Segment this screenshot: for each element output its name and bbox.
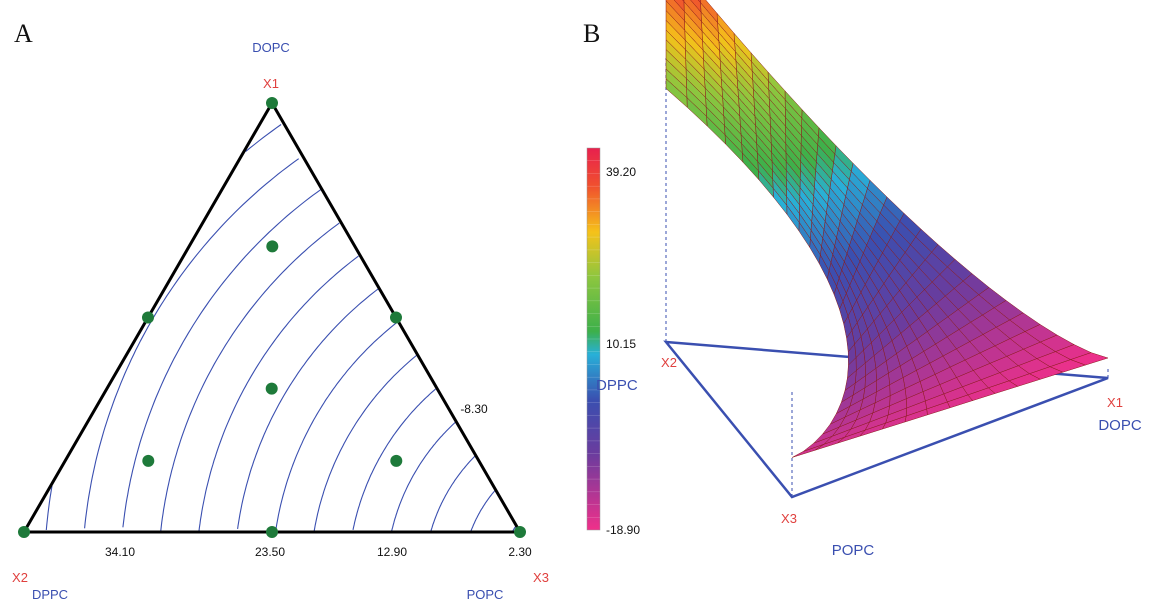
surface-cell <box>791 443 825 458</box>
design-point <box>390 311 402 324</box>
contour-line <box>470 489 496 532</box>
design-point <box>390 454 403 467</box>
surface-3d-plot: X2 X1 DOPC X3 POPC <box>661 0 1142 559</box>
contour-line <box>275 322 397 532</box>
contour-line <box>430 455 476 532</box>
colorbar: 39.20 10.15 -18.90 DPPC <box>586 147 640 537</box>
contour-line <box>198 255 359 532</box>
design-point <box>266 97 278 109</box>
contour-line <box>84 158 300 529</box>
design-point <box>266 526 278 538</box>
component-label-dppc: DPPC <box>32 587 68 602</box>
surface-axis-popc: POPC <box>832 542 875 559</box>
response-surface <box>665 0 1109 458</box>
surface-vertex-label-x1: X1 <box>1107 395 1123 410</box>
surface-axis-dopc: DOPC <box>1098 417 1142 434</box>
contour-line <box>313 354 418 531</box>
contour-line <box>391 421 456 532</box>
vertex-label-x1: X1 <box>263 76 279 91</box>
colorbar-tick-max: 39.20 <box>606 165 636 179</box>
vertex-label-x3: X3 <box>533 570 549 585</box>
design-point <box>265 382 278 395</box>
contour-line <box>45 124 282 531</box>
surface-vertex-label-x3: X3 <box>781 511 797 526</box>
surface-vertex-label-x2: X2 <box>661 355 677 370</box>
contour-lines <box>45 124 517 532</box>
contour-line <box>237 288 379 529</box>
ternary-contour-plot: X1 DOPC X2 DPPC X3 POPC 34.10 23.50 12.9… <box>12 40 549 602</box>
contour-label-3: 12.90 <box>377 545 407 559</box>
contour-label-4: 2.30 <box>508 545 532 559</box>
design-point <box>266 240 279 253</box>
component-label-popc: POPC <box>467 587 504 602</box>
contour-label-5: -8.30 <box>460 402 488 416</box>
surface-cell <box>665 78 688 108</box>
contour-line <box>122 189 322 528</box>
design-point <box>514 526 526 538</box>
ternary-triangle <box>21 100 523 534</box>
panel-letter-b: B <box>583 19 600 48</box>
contour-label-1: 34.10 <box>105 545 135 559</box>
colorbar-gradient <box>586 147 601 531</box>
contour-line <box>352 388 436 531</box>
vertex-label-x2: X2 <box>12 570 28 585</box>
contour-line <box>512 525 517 532</box>
design-point <box>142 454 155 467</box>
colorbar-bands <box>587 160 600 518</box>
colorbar-title: DPPC <box>596 377 638 394</box>
panel-letter-a: A <box>14 19 33 48</box>
design-point <box>18 526 30 538</box>
colorbar-tick-mid: 10.15 <box>606 337 636 351</box>
component-label-dopc: DOPC <box>252 40 290 55</box>
design-points <box>18 97 526 538</box>
design-point <box>142 311 154 324</box>
colorbar-tick-min: -18.90 <box>606 523 640 537</box>
contour-label-2: 23.50 <box>255 545 285 559</box>
contour-line <box>160 222 340 532</box>
